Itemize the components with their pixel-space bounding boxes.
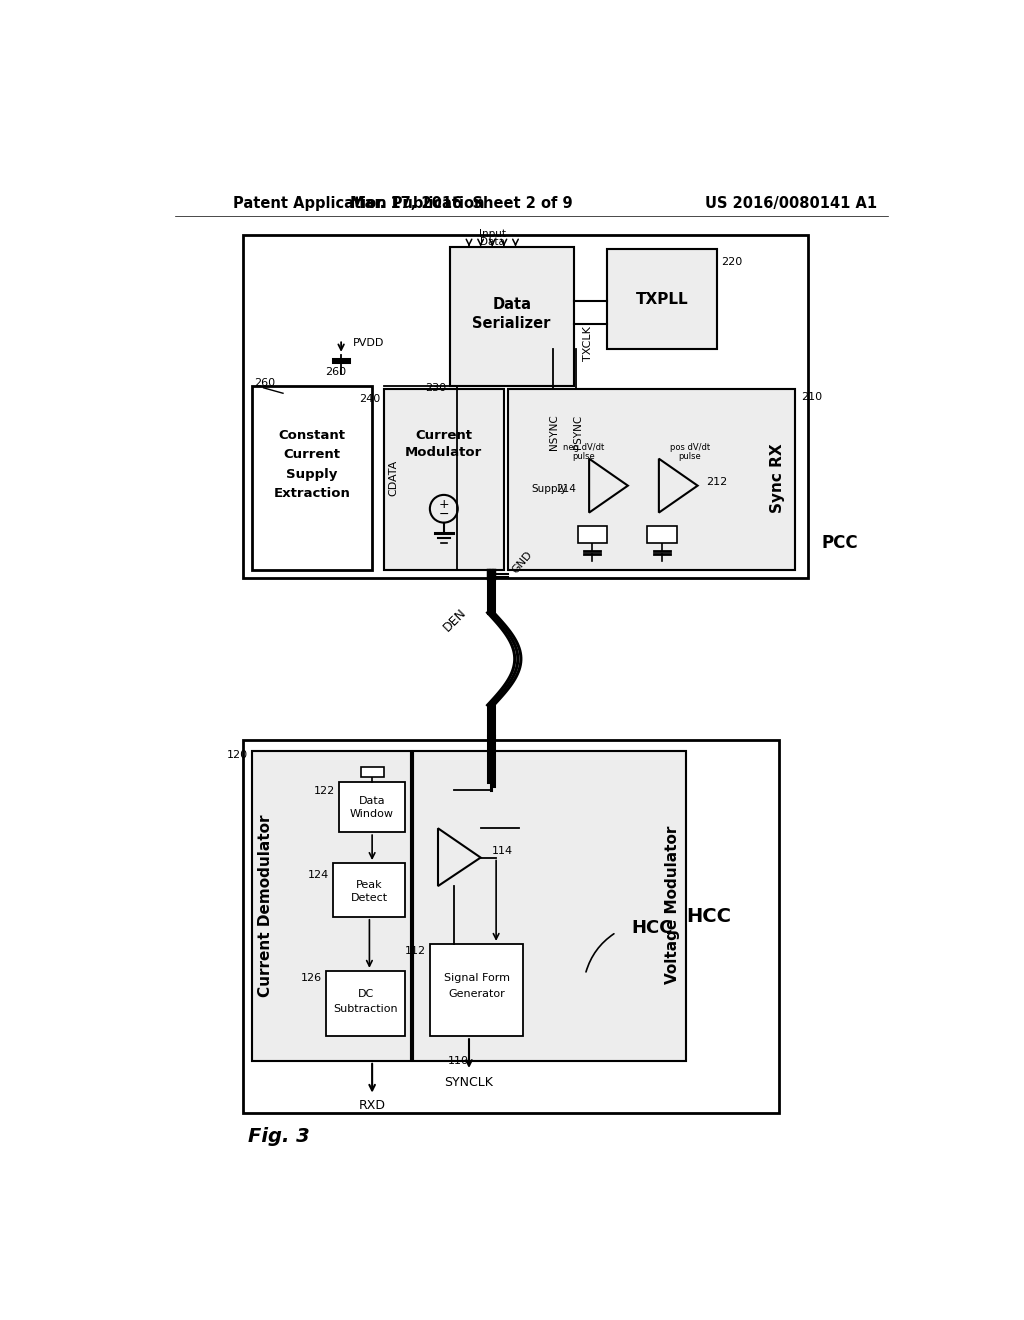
Text: 260: 260 [254, 379, 275, 388]
Bar [252, 751, 411, 1061]
Text: Patent Application Publication: Patent Application Publication [232, 195, 484, 211]
Bar [578, 527, 607, 544]
Bar [252, 385, 372, 570]
Text: −: − [438, 508, 450, 520]
Text: 120: 120 [227, 750, 248, 760]
Bar [450, 247, 573, 385]
Text: RXD: RXD [358, 1100, 386, 1111]
Bar [334, 863, 406, 917]
Text: pulse: pulse [572, 451, 595, 461]
Text: US 2016/0080141 A1: US 2016/0080141 A1 [706, 195, 878, 211]
Text: TXPLL: TXPLL [636, 292, 688, 306]
Text: TXCLK: TXCLK [583, 326, 593, 360]
Text: Generator: Generator [449, 989, 505, 999]
Text: 124: 124 [308, 870, 330, 879]
Text: 230: 230 [425, 383, 445, 393]
Text: Supply: Supply [531, 484, 566, 495]
Bar [384, 389, 504, 570]
Text: NSYNC: NSYNC [549, 414, 559, 450]
Text: 112: 112 [406, 946, 426, 957]
Text: Current Demodulator: Current Demodulator [258, 814, 273, 997]
Text: 212: 212 [707, 477, 727, 487]
Bar [508, 389, 795, 570]
Text: Data: Data [480, 236, 505, 247]
Bar [252, 751, 411, 1061]
Text: Signal Form: Signal Form [443, 973, 510, 983]
Bar [384, 389, 504, 570]
Text: Constant: Constant [279, 429, 345, 442]
Bar [414, 751, 686, 1061]
Bar [339, 781, 406, 832]
Text: Data: Data [493, 297, 531, 313]
Text: Modulator: Modulator [406, 446, 482, 459]
Text: PSYNC: PSYNC [572, 414, 583, 449]
Text: Current: Current [284, 449, 341, 462]
Text: 214: 214 [556, 484, 575, 495]
Bar [414, 751, 686, 1061]
Text: PVDD: PVDD [352, 338, 384, 348]
Text: neg dV/dt: neg dV/dt [563, 442, 604, 451]
Text: Detect: Detect [351, 892, 388, 903]
Bar [647, 527, 677, 544]
Text: Fig. 3: Fig. 3 [248, 1127, 310, 1146]
Text: pos dV/dt: pos dV/dt [670, 442, 710, 451]
Text: HCC: HCC [632, 920, 673, 937]
Text: Peak: Peak [356, 879, 383, 890]
Text: +: + [438, 499, 450, 511]
Text: pulse: pulse [679, 451, 701, 461]
Text: CDATA: CDATA [388, 459, 398, 496]
Text: 126: 126 [301, 973, 322, 983]
Text: Serializer: Serializer [472, 317, 551, 331]
Text: DC: DC [357, 989, 374, 999]
Text: Sync RX: Sync RX [770, 444, 785, 512]
Bar [508, 389, 795, 570]
Text: Extraction: Extraction [273, 487, 350, 500]
Bar [450, 247, 573, 385]
Text: DEN: DEN [440, 606, 469, 635]
Text: Voltage Modulator: Voltage Modulator [665, 826, 680, 985]
Text: Mar. 17, 2016  Sheet 2 of 9: Mar. 17, 2016 Sheet 2 of 9 [350, 195, 572, 211]
Text: Data: Data [358, 796, 385, 807]
Text: 210: 210 [801, 392, 822, 403]
Text: 220: 220 [721, 257, 742, 268]
Text: Supply: Supply [287, 467, 338, 480]
Bar [430, 944, 523, 1036]
Bar [607, 249, 717, 350]
Text: Window: Window [350, 809, 394, 820]
Text: 122: 122 [313, 787, 335, 796]
Text: PCC: PCC [821, 535, 858, 552]
Bar [243, 739, 779, 1113]
Text: Input: Input [479, 228, 506, 239]
Bar [243, 235, 809, 578]
Text: HCC: HCC [686, 907, 731, 927]
Text: GND: GND [510, 549, 535, 576]
Text: Current: Current [416, 429, 472, 442]
Bar [360, 767, 384, 777]
Bar [326, 970, 406, 1036]
Text: SYNCLK: SYNCLK [444, 1076, 494, 1089]
Text: Subtraction: Subtraction [333, 1005, 398, 1014]
Text: 114: 114 [493, 846, 513, 857]
Text: 110: 110 [449, 1056, 469, 1065]
Text: 260: 260 [326, 367, 347, 378]
Text: 240: 240 [358, 393, 380, 404]
Bar [607, 249, 717, 350]
